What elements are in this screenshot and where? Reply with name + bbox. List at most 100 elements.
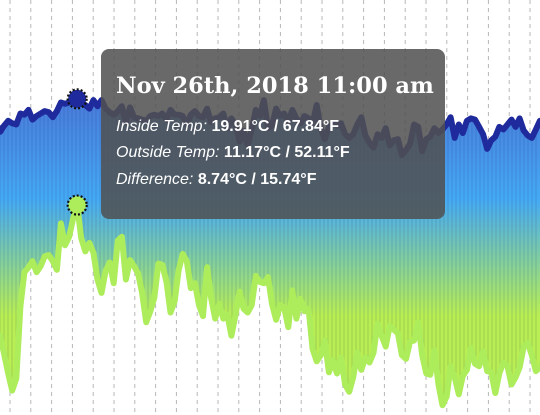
outside-temp-point [100, 291, 103, 294]
inside-temp-point [474, 118, 476, 121]
inside-temp-point [494, 135, 497, 138]
outside-temp-point [19, 305, 22, 308]
outside-temp-point [388, 324, 391, 327]
inside-temp-point [39, 112, 42, 115]
outside-temp-point [311, 348, 314, 351]
outside-temp-line [0, 202, 540, 409]
outside-temp-point [250, 304, 253, 307]
tooltip-label-inside: Inside Temp: [116, 117, 208, 135]
outside-temp-point [271, 302, 273, 305]
inside-temp-point [510, 118, 513, 121]
outside-temp-point [238, 290, 241, 293]
outside-temp-point [177, 268, 180, 271]
outside-temp-point [490, 371, 493, 374]
outside-temp-point [275, 318, 278, 321]
outside-temp-point [453, 376, 456, 379]
outside-temp-point [336, 372, 338, 375]
outside-temp-point [478, 365, 481, 368]
outside-temp-point [331, 359, 334, 362]
outside-temp-point [234, 313, 237, 316]
outside-temp-point [193, 282, 196, 285]
outside-temp-point [64, 244, 66, 247]
outside-temp-point [502, 361, 505, 364]
outside-temp-point [11, 389, 14, 392]
outside-temp-point [534, 370, 537, 373]
tooltip-value-difference: 8.74°C / 15.74°F [197, 170, 317, 188]
outside-temp-point [173, 300, 176, 303]
inside-temp-point [498, 125, 501, 128]
outside-temp-point [0, 334, 2, 337]
inside-temp-point [92, 99, 95, 102]
outside-temp-point [344, 383, 347, 386]
outside-temp-point [498, 372, 501, 375]
outside-temp-point [7, 372, 10, 375]
inside-temp-point [15, 123, 18, 126]
outside-temp-point [372, 351, 375, 354]
outside-temp-point [104, 270, 107, 272]
inside-temp-point [59, 101, 62, 104]
outside-temp-point [291, 289, 294, 292]
outside-temp-point [222, 317, 225, 320]
tooltip-title: Nov 26th, 2018 11:00 am [116, 73, 434, 99]
outside-temp-point [474, 362, 476, 365]
outside-temp-point [35, 271, 38, 274]
tooltip-row-difference: Difference: 8.74°C / 15.74°F [116, 171, 431, 189]
inside-temp-point [64, 102, 66, 105]
outside-temp-point [23, 271, 26, 274]
outside-temp-point [287, 326, 290, 329]
tooltip-value-inside: 19.91°C / 67.84°F [211, 117, 340, 135]
inside-temp-point [486, 147, 489, 150]
outside-temp-point [51, 260, 54, 263]
outside-temp-point [137, 272, 140, 275]
outside-temp-point [380, 334, 383, 337]
outside-temp-point [43, 255, 46, 258]
outside-temp-point [400, 354, 403, 357]
outside-temp-point [486, 370, 489, 373]
outside-temp-point [198, 304, 200, 307]
inside-temp-point [11, 122, 14, 125]
outside-temp-point [129, 259, 131, 261]
outside-temp-point [295, 317, 298, 320]
outside-temp-point [413, 339, 416, 342]
outside-temp-point [494, 392, 497, 394]
outside-temp-point [149, 310, 152, 313]
outside-temp-point [437, 383, 440, 386]
hover-tooltip: Nov 26th, 2018 11:00 am Inside Temp: 19.… [101, 49, 445, 219]
outside-temp-point [392, 328, 395, 331]
inside-temp-point [47, 111, 50, 114]
inside-temp-point [457, 123, 460, 126]
inside-temp-point [518, 117, 521, 120]
outside-temp-point [514, 376, 517, 379]
outside-temp-point [59, 222, 62, 225]
outside-temp-point [267, 276, 269, 279]
inside-temp-point [490, 139, 493, 142]
outside-temp-point [319, 354, 322, 357]
outside-temp-point [356, 351, 359, 354]
outside-temp-point [530, 354, 533, 357]
outside-temp-point [376, 322, 379, 325]
outside-temp-point [153, 296, 156, 299]
outside-temp-point [55, 268, 58, 271]
outside-temp-point [445, 395, 448, 398]
outside-temp-point [258, 281, 261, 283]
inside-temp-point [526, 134, 529, 137]
outside-temp-point [421, 354, 424, 357]
outside-temp-point [47, 254, 50, 257]
outside-temp-point [218, 302, 221, 305]
inside-temp-point [31, 118, 34, 121]
outside-temp-point [27, 266, 30, 269]
outside-temp-point [283, 306, 286, 309]
outside-temp-point [469, 346, 472, 349]
outside-temp-point [510, 383, 513, 386]
inside-temp-point [96, 105, 99, 108]
inside-temp-point [88, 107, 91, 110]
outside-temp-point [457, 393, 460, 396]
outside-temp-point [429, 373, 432, 376]
inside-temp-point [55, 110, 58, 113]
inside-temp-point [27, 108, 30, 111]
inside-temp-point [43, 110, 46, 113]
outside-temp-point [522, 345, 525, 348]
outside-temp-point [181, 252, 184, 255]
outside-temp-point [405, 357, 407, 360]
